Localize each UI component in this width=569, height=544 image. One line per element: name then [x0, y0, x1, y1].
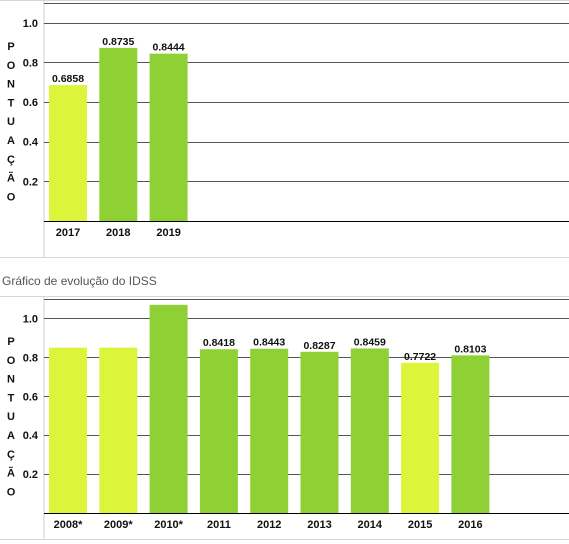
x-tick-label: 2013 [307, 519, 331, 531]
bar-2013 [300, 351, 339, 513]
y-axis-label-letter: O [7, 60, 16, 72]
y-axis-label-letter: Ç [7, 154, 15, 166]
y-tick-label: 1.0 [23, 313, 38, 325]
x-tick-label: 2011 [207, 519, 231, 531]
y-axis-label-letter: O [7, 355, 16, 367]
x-tick-label: 2018 [106, 227, 130, 239]
bar-2008* [49, 347, 87, 513]
y-tick-label: 0.2 [23, 176, 38, 188]
x-tick-label: 2010* [154, 519, 183, 531]
idss-chart-recent: 0.20.40.60.81.0PONTUAÇÃO0.685820170.8735… [7, 1, 569, 257]
chart-panel-bottom: 0.2 0.4 0.6 0.8 1.0 P O N T U A Ç Ã O 2008* 2009* 2010* 0… [0, 296, 569, 540]
data-label: 0.8735 [102, 36, 134, 48]
y-axis-label-letter: Ç [7, 449, 15, 461]
x-tick-label: 2019 [156, 227, 180, 239]
y-axis-label-letter: O [7, 486, 16, 498]
y-tick-label: 0.4 [23, 430, 39, 442]
bar-2017 [49, 85, 87, 221]
y-axis-label-letter: Ã [7, 172, 15, 185]
chart-panel-top: 0.2 0.4 0.6 0.8 1.0 P O N T U A Ç Ã O 0.6858 2017 0.8735… [0, 0, 569, 258]
bar-2019 [149, 53, 188, 221]
x-tick-label: 2014 [358, 519, 383, 531]
x-tick-label: 2008* [54, 519, 83, 531]
y-tick-label: 1.0 [23, 18, 38, 30]
y-axis-label-letter: U [7, 116, 15, 128]
bar-2015 [401, 362, 440, 513]
y-tick-label: 0.6 [23, 97, 38, 109]
y-axis-label-letter: P [7, 41, 14, 53]
x-tick-label: 2015 [408, 519, 432, 531]
y-axis-label-letter: A [7, 430, 15, 442]
y-tick-label: 0.2 [23, 469, 38, 481]
y-axis-label-letter: P [7, 336, 14, 348]
bar-2009* [99, 347, 138, 513]
data-label: 0.7722 [404, 351, 436, 363]
bar-2010* [149, 304, 188, 513]
y-tick-label: 0.8 [23, 57, 38, 69]
y-axis-label-letter: O [7, 191, 16, 203]
data-label: 0.8444 [153, 42, 185, 54]
section-title: Gráfico de evolução do IDSS [2, 274, 157, 288]
x-tick-label: 2009* [104, 519, 133, 531]
y-tick-label: 0.8 [23, 352, 38, 364]
bar-2018 [99, 47, 138, 221]
y-tick-label: 0.4 [23, 137, 39, 149]
data-label: 0.8418 [203, 337, 235, 349]
y-axis-label-letter: A [7, 135, 15, 147]
y-axis-label-letter: U [7, 411, 15, 423]
y-axis-label-letter: T [8, 392, 15, 404]
data-label: 0.8103 [454, 343, 486, 355]
y-tick-label: 0.6 [23, 391, 38, 403]
y-axis-label-letter: Ã [7, 467, 15, 480]
bar-2011 [199, 349, 238, 513]
bar-2012 [250, 348, 289, 513]
data-label: 0.8459 [354, 336, 386, 348]
bar-2014 [350, 348, 389, 513]
x-tick-label: 2012 [257, 519, 281, 531]
x-tick-label: 2016 [458, 519, 482, 531]
y-axis-label-letter: T [8, 97, 15, 109]
data-label: 0.6858 [52, 73, 84, 85]
data-label: 0.8287 [303, 340, 335, 352]
y-axis-label-letter: N [7, 374, 15, 386]
x-tick-label: 2017 [56, 227, 80, 239]
bar-2016 [451, 355, 490, 513]
y-axis-label-letter: N [7, 79, 15, 91]
data-label: 0.8443 [253, 337, 285, 349]
